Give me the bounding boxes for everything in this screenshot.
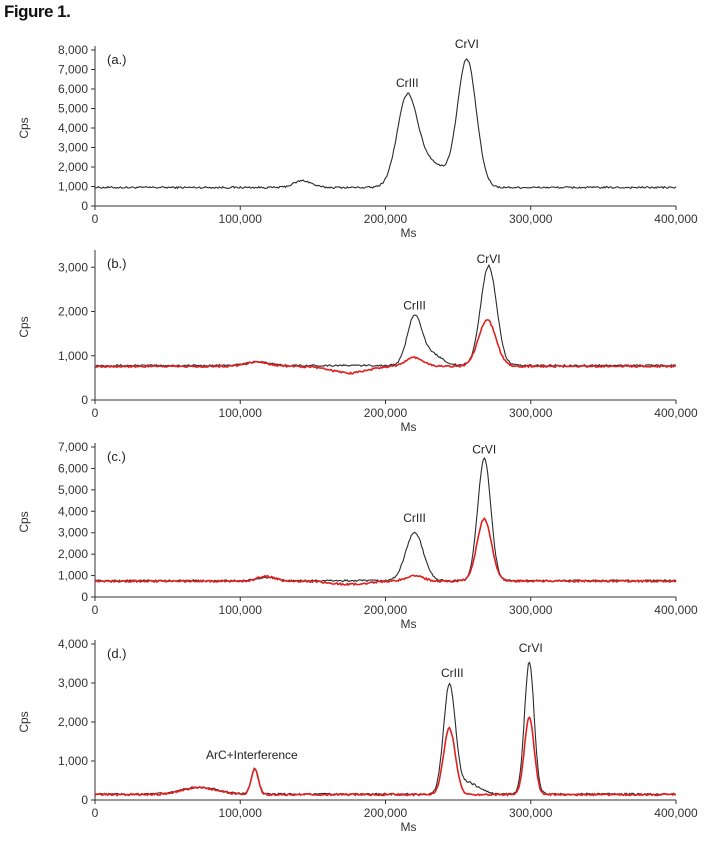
- peak-annotation: ArC+Interference: [206, 748, 298, 762]
- peak-annotation: CrIII: [441, 666, 464, 680]
- y-tick-label: 1,000: [58, 569, 88, 583]
- y-tick-label: 3,000: [58, 676, 88, 690]
- x-axis-title: Ms: [401, 420, 417, 434]
- y-axis-title: Cps: [17, 117, 31, 138]
- peak-annotation: CrVI: [455, 37, 479, 51]
- x-tick-label: 400,000: [654, 806, 698, 820]
- x-tick-label: 100,000: [219, 212, 263, 226]
- y-tick-label: 7,000: [58, 63, 88, 77]
- series-line-black: [94, 661, 677, 796]
- y-axis-title: Cps: [17, 711, 31, 732]
- y-tick-label: 4,000: [58, 121, 88, 135]
- panel-label: (c.): [107, 449, 126, 464]
- peak-annotation: CrVI: [519, 641, 543, 655]
- peak-annotation: CrVI: [477, 252, 501, 266]
- y-tick-label: 3,000: [58, 141, 88, 155]
- y-tick-label: 4,000: [58, 504, 88, 518]
- series-line-black: [94, 456, 677, 583]
- y-tick-label: 1,000: [58, 754, 88, 768]
- x-tick-label: 200,000: [364, 212, 408, 226]
- x-axis-title: Ms: [401, 820, 417, 834]
- x-tick-label: 200,000: [364, 406, 408, 420]
- x-tick-label: 100,000: [219, 806, 263, 820]
- y-tick-label: 7,000: [58, 440, 88, 454]
- y-tick-label: 6,000: [58, 461, 88, 475]
- x-tick-label: 200,000: [364, 603, 408, 617]
- y-tick-label: 6,000: [58, 82, 88, 96]
- panel-label: (b.): [107, 256, 127, 271]
- x-axis-title: Ms: [401, 617, 417, 631]
- x-tick-label: 400,000: [654, 406, 698, 420]
- y-tick-label: 5,000: [58, 102, 88, 116]
- y-tick-label: 3,000: [58, 526, 88, 540]
- peak-annotation: CrVI: [472, 442, 496, 456]
- series-line-red: [94, 517, 677, 587]
- x-tick-label: 100,000: [219, 603, 263, 617]
- x-tick-label: 100,000: [219, 406, 263, 420]
- x-tick-label: 0: [92, 406, 99, 420]
- x-tick-label: 400,000: [654, 212, 698, 226]
- y-tick-label: 2,000: [58, 305, 88, 319]
- y-axis-title: Cps: [17, 316, 31, 337]
- peak-annotation: CrIII: [403, 298, 426, 312]
- panel-label: (a.): [107, 52, 127, 67]
- y-tick-label: 1,000: [58, 180, 88, 194]
- y-tick-label: 0: [81, 590, 88, 604]
- panel-label: (d.): [107, 646, 127, 661]
- y-tick-label: 1,000: [58, 349, 88, 363]
- y-tick-label: 2,000: [58, 547, 88, 561]
- figure-title: Figure 1.: [4, 2, 71, 21]
- y-tick-label: 0: [81, 199, 88, 213]
- y-tick-label: 0: [81, 393, 88, 407]
- y-tick-label: 2,000: [58, 715, 88, 729]
- y-tick-label: 4,000: [58, 637, 88, 651]
- x-tick-label: 300,000: [509, 603, 553, 617]
- x-tick-label: 0: [92, 603, 99, 617]
- series-line-black: [94, 58, 677, 190]
- y-tick-label: 5,000: [58, 483, 88, 497]
- peak-annotation: CrIII: [396, 76, 419, 90]
- x-tick-label: 0: [92, 806, 99, 820]
- y-tick-label: 0: [81, 793, 88, 807]
- x-tick-label: 200,000: [364, 806, 408, 820]
- x-tick-label: 300,000: [509, 806, 553, 820]
- y-axis-title: Cps: [17, 511, 31, 532]
- series-line-red: [94, 319, 677, 375]
- series-line-red: [94, 716, 676, 797]
- y-tick-label: 2,000: [58, 160, 88, 174]
- y-tick-label: 8,000: [58, 43, 88, 57]
- x-tick-label: 400,000: [654, 603, 698, 617]
- x-axis-title: Ms: [401, 226, 417, 240]
- x-tick-label: 300,000: [509, 212, 553, 226]
- series-line-black: [94, 263, 677, 368]
- x-tick-label: 300,000: [509, 406, 553, 420]
- x-tick-label: 0: [92, 212, 99, 226]
- y-tick-label: 3,000: [58, 260, 88, 274]
- peak-annotation: CrIII: [403, 511, 426, 525]
